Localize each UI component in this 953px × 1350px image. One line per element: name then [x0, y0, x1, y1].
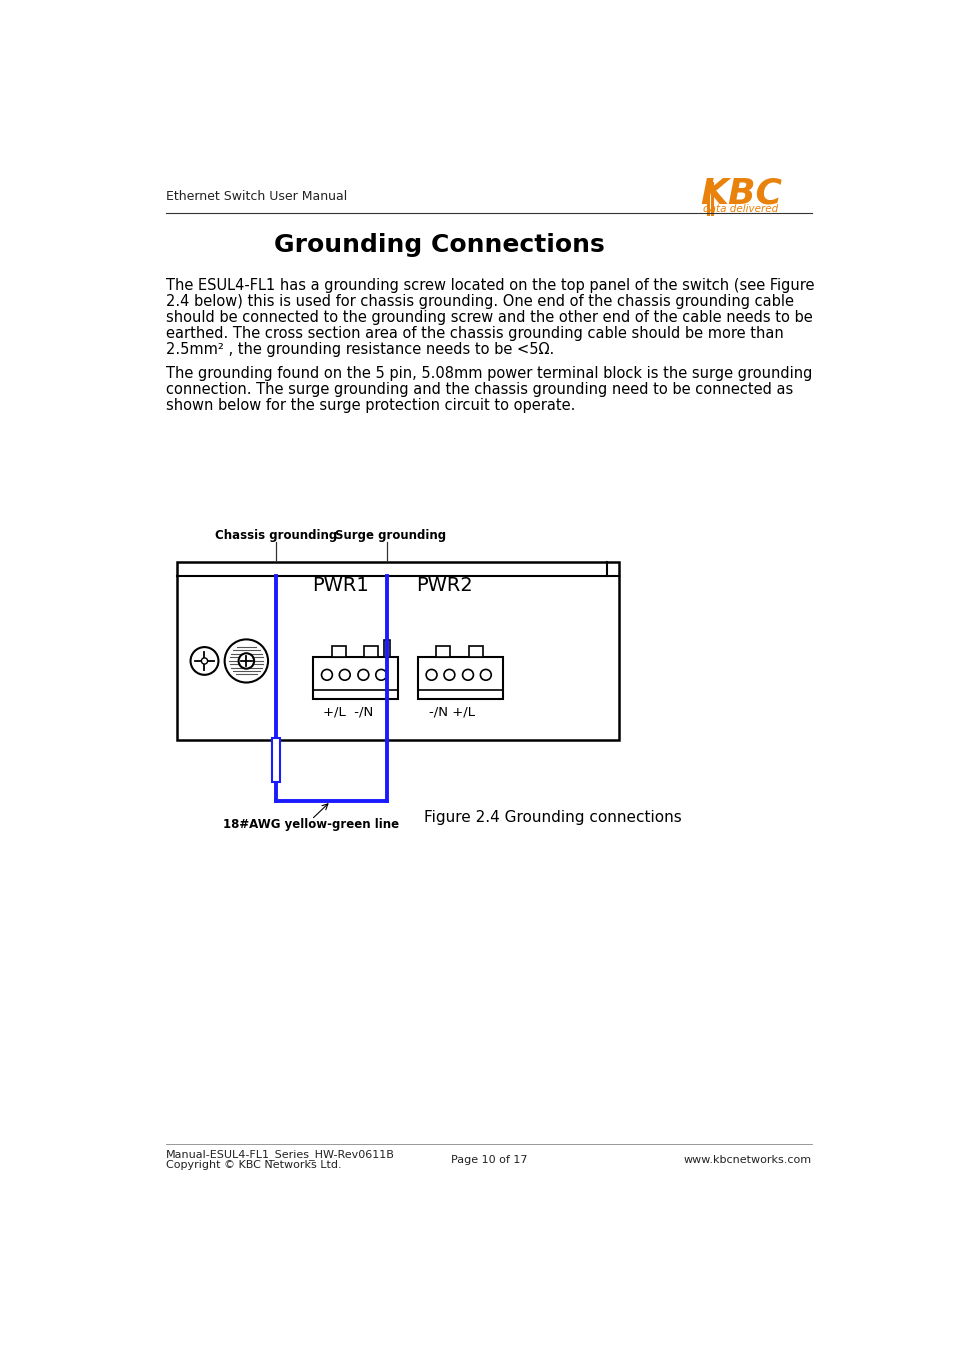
Text: Page 10 of 17: Page 10 of 17 [450, 1154, 527, 1165]
Circle shape [224, 640, 268, 683]
Text: +/L  -/N: +/L -/N [322, 706, 373, 718]
Text: The grounding found on the 5 pin, 5.08mm power terminal block is the surge groun: The grounding found on the 5 pin, 5.08mm… [166, 366, 811, 381]
Text: Figure 2.4 Grounding connections: Figure 2.4 Grounding connections [424, 810, 681, 825]
Bar [177, 563, 618, 740]
Text: Manual-ESUL4-FL1_Series_HW-Rev0611B: Manual-ESUL4-FL1_Series_HW-Rev0611B [166, 1149, 395, 1160]
Text: should be connected to the grounding screw and the other end of the cable needs : should be connected to the grounding scr… [166, 310, 812, 325]
Text: PWR1: PWR1 [312, 576, 368, 595]
Text: 2.5mm² , the grounding resistance needs to be <5Ω.: 2.5mm² , the grounding resistance needs … [166, 342, 554, 358]
Text: Ethernet Switch User Manual: Ethernet Switch User Manual [166, 190, 347, 202]
Circle shape [191, 647, 218, 675]
Bar [383, 640, 390, 657]
Circle shape [357, 670, 369, 680]
Text: Grounding Connections: Grounding Connections [274, 234, 604, 256]
Circle shape [426, 670, 436, 680]
Bar [364, 647, 377, 657]
Circle shape [375, 670, 386, 680]
Text: Surge grounding: Surge grounding [335, 529, 446, 541]
Bar [313, 657, 397, 699]
Circle shape [480, 670, 491, 680]
Text: KBC: KBC [700, 177, 781, 211]
Circle shape [339, 670, 350, 680]
Text: shown below for the surge protection circuit to operate.: shown below for the surge protection cir… [166, 398, 575, 413]
Circle shape [238, 653, 253, 668]
Text: Copyright © KBC Networks Ltd.: Copyright © KBC Networks Ltd. [166, 1160, 341, 1170]
Text: The ESUL4-FL1 has a grounding screw located on the top panel of the switch (see : The ESUL4-FL1 has a grounding screw loca… [166, 278, 814, 293]
Circle shape [443, 670, 455, 680]
Bar [468, 647, 482, 657]
Circle shape [462, 670, 473, 680]
Text: earthed. The cross section area of the chassis grounding cable should be more th: earthed. The cross section area of the c… [166, 325, 782, 342]
Text: connection. The surge grounding and the chassis grounding need to be connected a: connection. The surge grounding and the … [166, 382, 792, 397]
Bar [332, 647, 345, 657]
Text: 2.4 below) this is used for chassis grounding. One end of the chassis grounding : 2.4 below) this is used for chassis grou… [166, 294, 793, 309]
Circle shape [201, 657, 208, 664]
Circle shape [321, 670, 332, 680]
Text: www.kbcnetworks.com: www.kbcnetworks.com [683, 1154, 811, 1165]
Text: 18#AWG yellow-green line: 18#AWG yellow-green line [223, 818, 399, 832]
Text: data delivered: data delivered [702, 204, 778, 213]
Text: Chassis grounding: Chassis grounding [214, 529, 336, 541]
Text: PWR2: PWR2 [416, 576, 473, 595]
Text: -/N +/L: -/N +/L [429, 706, 475, 718]
Bar [417, 657, 502, 699]
Bar [272, 738, 279, 782]
Bar [436, 647, 450, 657]
